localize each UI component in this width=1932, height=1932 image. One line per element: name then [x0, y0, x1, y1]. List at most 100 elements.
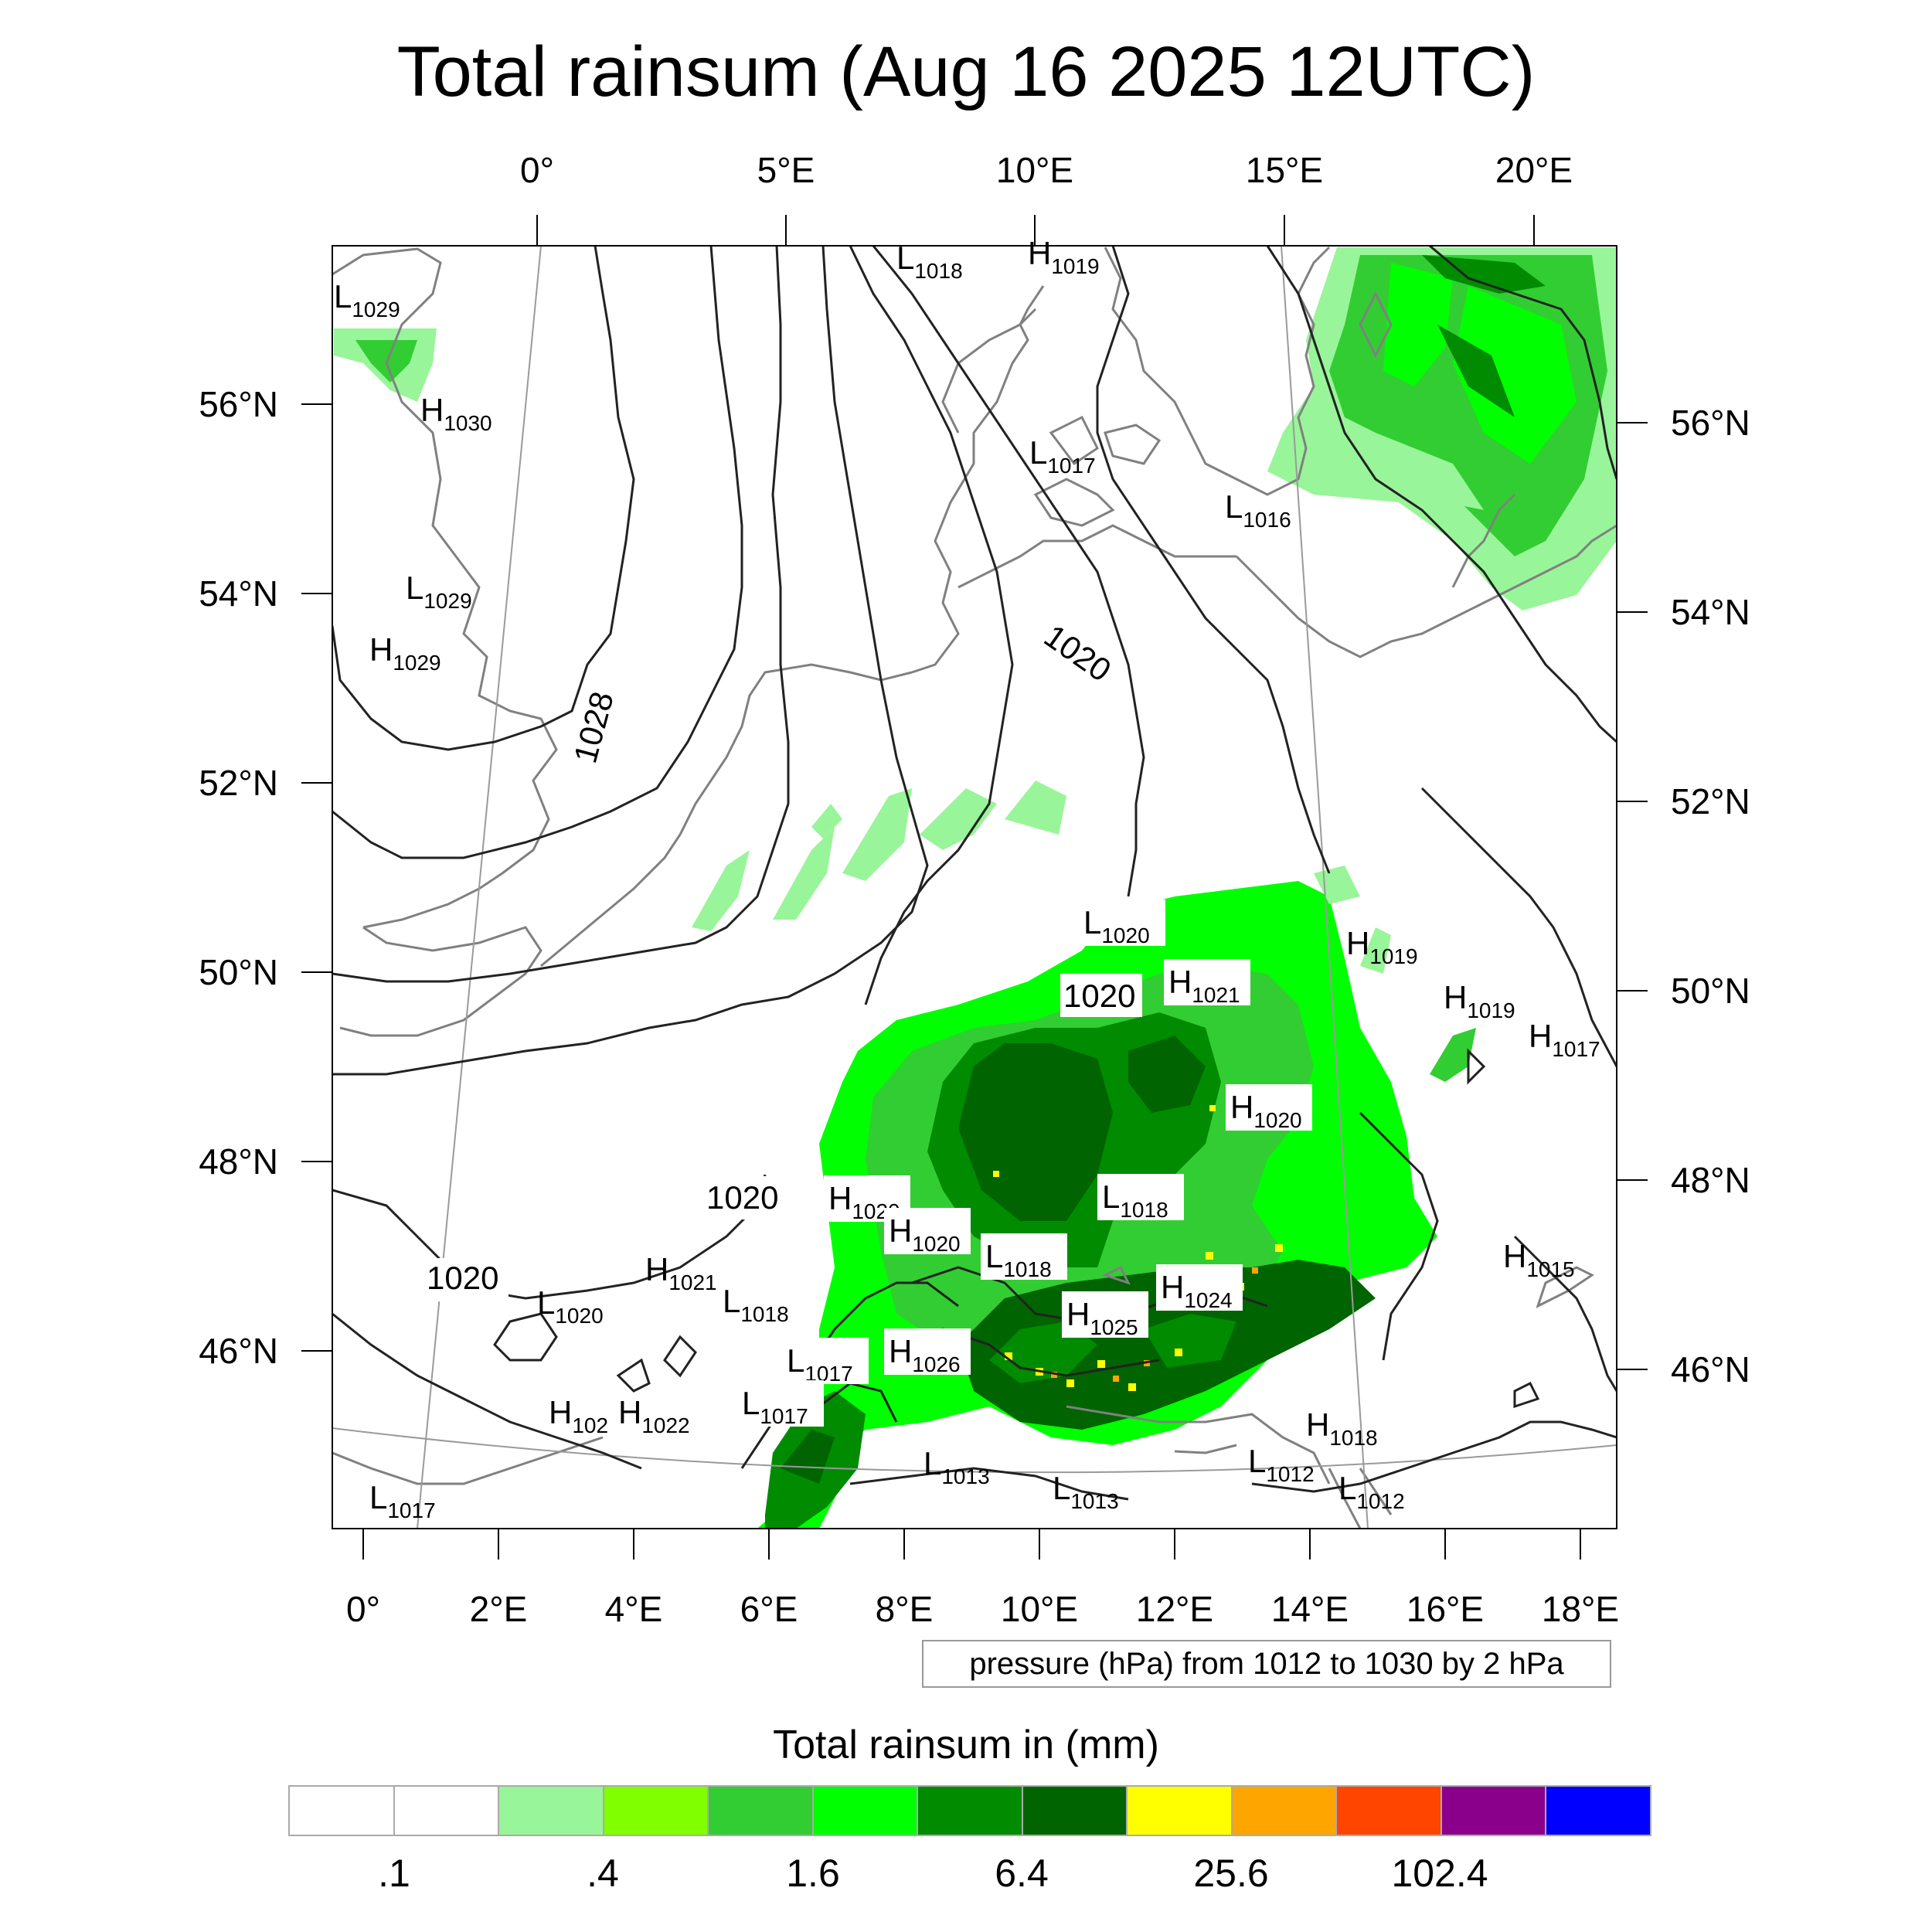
low-pressure-center: L1029: [334, 278, 400, 321]
colorbar-swatch: [1441, 1787, 1547, 1835]
legend-title: Total rainsum in (mm): [773, 1723, 1159, 1767]
contour-label: 1020: [1063, 978, 1135, 1014]
right-lat-label: 52°N: [1671, 781, 1750, 821]
pressure-center-box: [1097, 1174, 1184, 1220]
bottom-lon-label: 14°E: [1271, 1589, 1349, 1629]
low-pressure-center: L1018: [896, 240, 963, 283]
top-lon-label: 0°: [520, 150, 554, 190]
low-pressure-center: L1017: [787, 1342, 853, 1386]
colorbar-swatch: [290, 1787, 395, 1835]
colorbar-swatch: [499, 1787, 604, 1835]
low-pressure-center: L1016: [1225, 488, 1291, 532]
colorbar-label: 1.6: [786, 1852, 840, 1895]
colorbar-label: .4: [587, 1852, 619, 1895]
right-lat-labels: 56°N 54°N 52°N 50°N 48°N 46°N: [1671, 403, 1750, 1389]
high-pressure-center: H1020: [1230, 1089, 1302, 1132]
high-pressure-center: H1026: [889, 1333, 961, 1376]
low-pressure-center: L1013: [923, 1445, 990, 1488]
right-lat-label: 56°N: [1671, 403, 1750, 443]
high-pressure-center: H102: [549, 1394, 608, 1437]
colorbar-swatch: [1128, 1787, 1233, 1835]
low-pressure-center: L1017: [1029, 434, 1096, 478]
colorbar-swatch: [709, 1787, 814, 1835]
pressure-center-box: [1226, 1084, 1312, 1131]
top-lon-label: 5°E: [757, 150, 815, 190]
colorbar-swatch: [918, 1787, 1023, 1835]
low-pressure-center: L1029: [406, 570, 472, 613]
pressure-center-box: [737, 1380, 824, 1427]
left-lat-labels: 56°N 54°N 52°N 50°N 48°N 46°N: [199, 384, 278, 1371]
low-pressure-center: L1017: [369, 1479, 436, 1522]
pressure-center-box: [1156, 1264, 1243, 1311]
colorbar-swatch: [394, 1787, 500, 1835]
high-pressure-center: H1019: [1444, 979, 1515, 1022]
high-pressure-center: H1015: [1503, 1238, 1575, 1281]
top-lon-label: 15°E: [1246, 150, 1323, 190]
high-pressure-center: H1029: [369, 631, 441, 675]
bottom-lon-labels: 0° 2°E 4°E 6°E 8°E 10°E 12°E 14°E 16°E 1…: [346, 1589, 1619, 1629]
left-lat-label: 46°N: [199, 1331, 278, 1371]
high-pressure-center: H1018: [1306, 1406, 1378, 1450]
axis-ticks: [301, 215, 1648, 1560]
high-pressure-center: H1020: [889, 1213, 961, 1256]
pressure-center-box: [1164, 959, 1250, 1005]
pressure-center-box: [981, 1233, 1067, 1280]
graticule: [332, 246, 1617, 1529]
low-pressure-center: L1012: [1248, 1443, 1315, 1486]
colorbar-label: 102.4: [1391, 1852, 1488, 1895]
low-pressure-center: L1013: [1053, 1470, 1119, 1513]
colorbar-swatch: [1337, 1787, 1442, 1835]
low-pressure-center: L1017: [742, 1385, 808, 1428]
high-pressure-center: H1024: [1161, 1269, 1233, 1312]
low-pressure-center: L1018: [985, 1238, 1052, 1281]
left-lat-label: 54°N: [199, 573, 278, 614]
colorbar-label: 25.6: [1193, 1852, 1269, 1895]
bottom-lon-label: 6°E: [740, 1589, 798, 1629]
left-lat-label: 52°N: [199, 763, 278, 803]
contour-label: 1020: [427, 1260, 498, 1296]
bottom-lon-label: 10°E: [1001, 1589, 1078, 1629]
pressure-center-box: [782, 1338, 869, 1384]
high-pressure-center: H1030: [420, 392, 492, 435]
right-lat-label: 48°N: [1671, 1160, 1750, 1200]
bottom-lon-label: 16°E: [1406, 1589, 1484, 1629]
colorbar-swatch: [1232, 1787, 1338, 1835]
bottom-lon-label: 12°E: [1136, 1589, 1213, 1629]
low-pressure-center: L1020: [1083, 904, 1150, 947]
map-frame: [332, 245, 1617, 1529]
contour-label: 1020: [706, 1179, 778, 1216]
pressure-centers: L1029 H1030 L1018 H1019 L1017 L1016 L1029 H1029…: [334, 235, 1600, 1522]
top-lon-labels: 0° 5°E 10°E 15°E 20°E: [520, 150, 1573, 190]
high-pressure-center: H1022: [618, 1394, 690, 1437]
pressure-note: pressure (hPa) from 1012 to 1030 by 2 hP…: [922, 1640, 1611, 1688]
left-lat-label: 48°N: [199, 1141, 278, 1182]
bottom-lon-label: 0°: [346, 1589, 380, 1629]
high-pressure-center: H1020: [828, 1180, 900, 1223]
pressure-center-box: [884, 1328, 971, 1375]
bottom-lon-label: 8°E: [876, 1589, 934, 1629]
bottom-lon-label: 4°E: [605, 1589, 663, 1629]
right-lat-label: 50°N: [1671, 971, 1750, 1011]
bottom-lon-label: 18°E: [1542, 1589, 1619, 1629]
colorbar: [288, 1785, 1651, 1836]
pressure-center-box: [884, 1208, 971, 1254]
high-pressure-center: H1025: [1066, 1296, 1138, 1339]
pressure-center-box: [1062, 1291, 1148, 1338]
high-pressure-center: H1019: [1346, 925, 1418, 968]
colorbar-swatch: [1546, 1787, 1650, 1835]
left-lat-label: 50°N: [199, 952, 278, 992]
pressure-center-box: [1079, 900, 1165, 946]
high-pressure-center: H1019: [1028, 235, 1100, 278]
high-pressure-center: H1021: [1168, 964, 1240, 1007]
coastlines: [332, 246, 1617, 1529]
left-lat-label: 56°N: [199, 384, 278, 424]
right-lat-label: 54°N: [1671, 592, 1750, 632]
colorbar-label: .1: [378, 1852, 410, 1895]
colorbar-label: 6.4: [995, 1852, 1049, 1895]
high-pressure-center: H1017: [1529, 1018, 1600, 1061]
right-lat-label: 46°N: [1671, 1349, 1750, 1389]
top-lon-label: 10°E: [996, 150, 1073, 190]
colorbar-swatch: [813, 1787, 919, 1835]
low-pressure-center: L1012: [1338, 1470, 1405, 1513]
